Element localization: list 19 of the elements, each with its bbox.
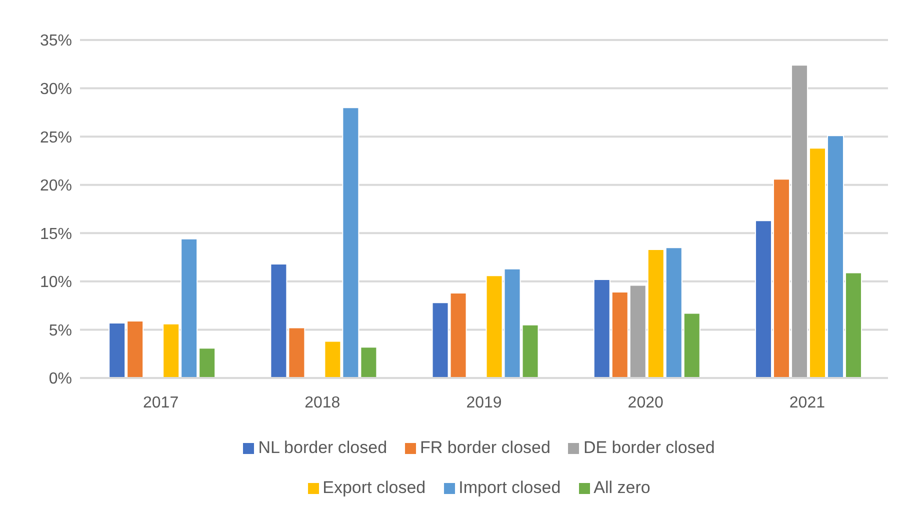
x-tick-label: 2017 <box>143 394 179 412</box>
y-tick-label: 35% <box>40 32 72 50</box>
y-tick-label: 10% <box>40 274 72 292</box>
legend-label: NL border closed <box>258 438 388 457</box>
legend-label: Import closed <box>458 478 561 497</box>
y-tick-label: 0% <box>48 370 72 388</box>
x-tick-label: 2018 <box>304 394 340 412</box>
y-tick-label: 15% <box>40 226 72 243</box>
y-tick-label: 25% <box>40 129 72 146</box>
x-tick-label: 2019 <box>466 394 502 412</box>
x-tick-label: 2021 <box>789 394 826 412</box>
y-tick-label: 20% <box>40 178 72 195</box>
legend-label: Export closed <box>322 478 426 497</box>
legend-label: DE border closed <box>583 438 715 457</box>
legend-label: All zero <box>594 478 650 497</box>
y-tick-label: 30% <box>40 80 72 98</box>
y-tick-label: 5% <box>48 322 72 340</box>
x-tick-label: 2020 <box>628 394 664 412</box>
legend-label: FR border closed <box>420 438 550 457</box>
